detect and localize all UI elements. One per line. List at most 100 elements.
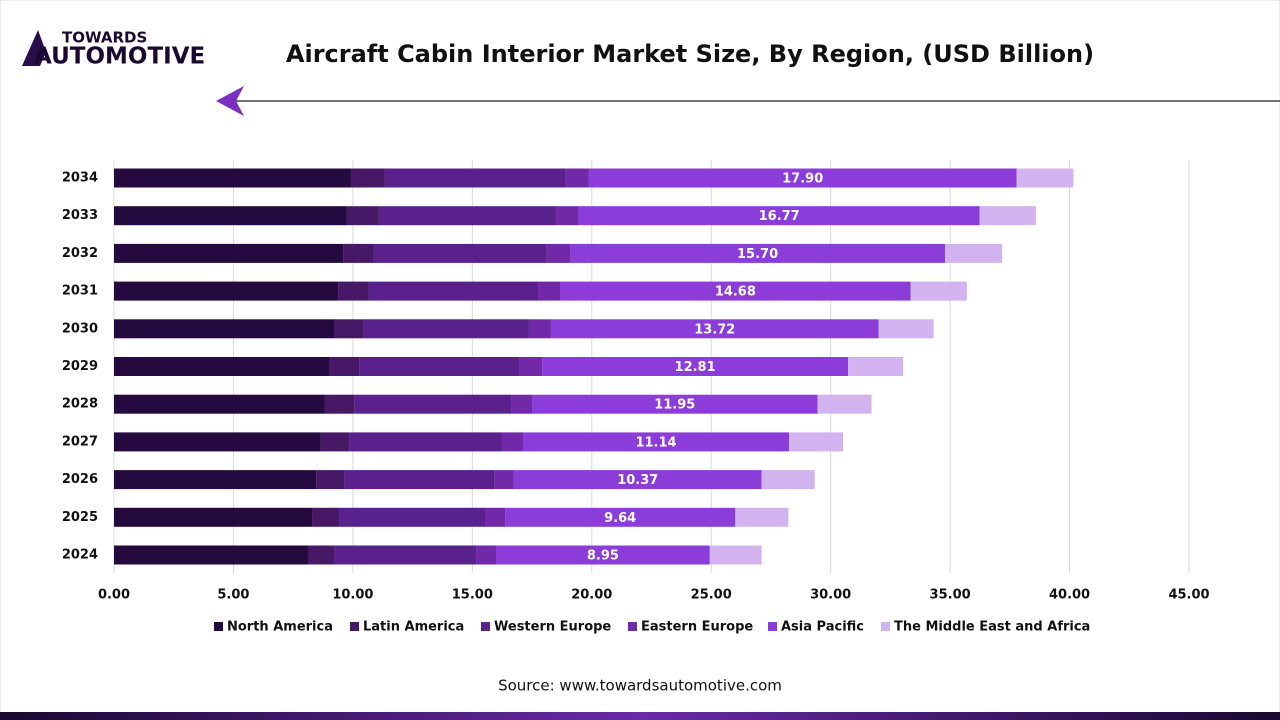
data-label: 12.81 bbox=[675, 360, 716, 375]
legend-label: Asia Pacific bbox=[781, 620, 864, 635]
y-tick-label: 2032 bbox=[62, 246, 98, 261]
arrow-head bbox=[216, 86, 244, 116]
data-label: 8.95 bbox=[587, 549, 619, 564]
bar-segment bbox=[511, 394, 533, 414]
bar-segment bbox=[878, 319, 934, 339]
data-label: 15.70 bbox=[737, 247, 778, 262]
bar-segment bbox=[570, 243, 946, 263]
bar-segment bbox=[316, 470, 345, 490]
data-label: 17.90 bbox=[782, 172, 823, 187]
bar-segment bbox=[363, 319, 529, 339]
x-tick-label: 25.00 bbox=[691, 588, 732, 603]
bar-segment bbox=[329, 357, 360, 376]
legend-swatch bbox=[628, 622, 637, 631]
bar-segment bbox=[312, 507, 340, 527]
bar-segment bbox=[578, 206, 980, 226]
bar-segment bbox=[343, 243, 374, 263]
data-label: 11.95 bbox=[654, 398, 695, 413]
bar-segment bbox=[114, 394, 325, 414]
y-tick-label: 2033 bbox=[62, 208, 98, 223]
bar-segment bbox=[373, 243, 547, 263]
logo-main: AUTOMOTIVE bbox=[34, 44, 205, 70]
bar-segment bbox=[735, 507, 789, 527]
bar-segment bbox=[338, 281, 369, 301]
bar-segment bbox=[519, 357, 543, 376]
logo-top: TOWARDS bbox=[62, 29, 147, 47]
y-tick-label: 2028 bbox=[62, 397, 98, 412]
x-tick-label: 5.00 bbox=[217, 588, 249, 603]
bar-segment bbox=[349, 432, 502, 452]
bar-segment bbox=[560, 281, 911, 301]
bar-segment bbox=[324, 394, 355, 414]
bar-segment bbox=[495, 545, 710, 565]
bar-segment bbox=[501, 432, 523, 452]
bar-segment bbox=[542, 357, 849, 376]
y-tick-label: 2029 bbox=[62, 359, 98, 374]
bar-segment bbox=[484, 507, 506, 527]
legend-label: The Middle East and Africa bbox=[894, 620, 1090, 635]
bar-segment bbox=[114, 206, 347, 226]
bar-segment bbox=[546, 243, 571, 263]
logo-mark bbox=[22, 30, 46, 66]
bar-segment bbox=[817, 394, 872, 414]
bar-segment bbox=[528, 319, 551, 339]
bar-segment bbox=[550, 319, 879, 339]
x-tick-label: 0.00 bbox=[98, 588, 130, 603]
bar-segment bbox=[114, 470, 317, 490]
bar-segment bbox=[1016, 168, 1074, 188]
x-tick-label: 30.00 bbox=[810, 588, 851, 603]
plot: 0.00 5.00 10.00 15.00 20.00 25.00 30.00 35.00 40… bbox=[62, 160, 1210, 635]
legend-label: Eastern Europe bbox=[641, 620, 753, 635]
data-label: 9.64 bbox=[604, 511, 636, 526]
bar-segment bbox=[910, 281, 967, 301]
data-label: 16.77 bbox=[759, 209, 800, 224]
bar-segment bbox=[334, 319, 364, 339]
data-label: 14.68 bbox=[715, 285, 756, 300]
data-label: 10.37 bbox=[617, 473, 658, 488]
x-tick-label: 40.00 bbox=[1049, 588, 1090, 603]
legend-swatch bbox=[350, 622, 359, 631]
bar-segment bbox=[494, 470, 514, 490]
x-tick-label: 10.00 bbox=[332, 588, 373, 603]
y-tick-label: 2031 bbox=[62, 284, 98, 299]
bar-segment bbox=[114, 545, 308, 565]
data-label: 11.14 bbox=[635, 435, 676, 450]
bar-segment bbox=[789, 432, 844, 452]
source: Source: www.towardsautomotive.com bbox=[498, 677, 782, 695]
bar-segment bbox=[979, 206, 1036, 226]
bar-segment bbox=[114, 357, 329, 376]
y-tick-label: 2024 bbox=[62, 548, 98, 563]
legend-label: North America bbox=[227, 620, 333, 635]
x-tick-label: 15.00 bbox=[452, 588, 493, 603]
bar-segment bbox=[359, 357, 520, 376]
bar-segment bbox=[346, 206, 379, 226]
bar-segment bbox=[368, 281, 539, 301]
bar-segment bbox=[378, 206, 556, 226]
bar-segment bbox=[761, 470, 815, 490]
bar-segment bbox=[513, 470, 762, 490]
bar-segment bbox=[307, 545, 335, 565]
y-tick-label: 2027 bbox=[62, 434, 98, 449]
footer-band bbox=[0, 712, 1280, 720]
data-label: 13.72 bbox=[694, 322, 735, 337]
bar-segment bbox=[555, 206, 579, 226]
bar-segment bbox=[709, 545, 762, 565]
bar-segment bbox=[532, 394, 818, 414]
x-tick-label: 35.00 bbox=[930, 588, 971, 603]
y-tick-label: 2025 bbox=[62, 510, 98, 525]
bar-segment bbox=[320, 432, 350, 452]
x-tick-label: 20.00 bbox=[571, 588, 612, 603]
chart-title: Aircraft Cabin Interior Market Size, By … bbox=[286, 40, 1094, 68]
bar-segment bbox=[588, 168, 1017, 188]
bar-segment bbox=[339, 507, 485, 527]
legend-swatch bbox=[481, 622, 490, 631]
y-tick-label: 2030 bbox=[62, 321, 98, 336]
bar-segment bbox=[334, 545, 477, 565]
legend-swatch bbox=[768, 622, 777, 631]
bar-segment bbox=[384, 168, 566, 188]
bar-segment bbox=[114, 432, 321, 452]
bar-segment bbox=[114, 319, 335, 339]
bar-segment bbox=[114, 507, 313, 527]
legend-label: Western Europe bbox=[494, 620, 611, 635]
